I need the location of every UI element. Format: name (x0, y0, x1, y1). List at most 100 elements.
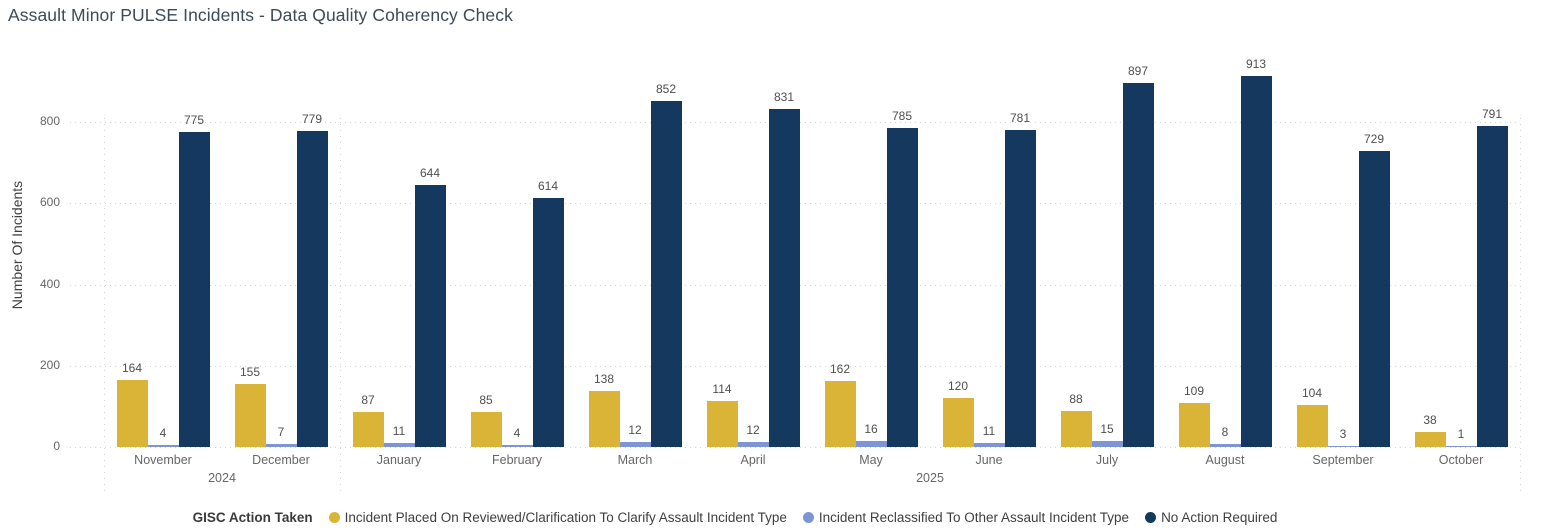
bar-series3-october[interactable] (1476, 125, 1508, 447)
bar-series1-december[interactable] (234, 384, 266, 447)
bar-series3-february[interactable] (532, 197, 564, 447)
bar-series3-august[interactable] (1240, 76, 1272, 447)
bar-value-label: 88 (1069, 392, 1083, 407)
legend-title: GISC Action Taken (192, 509, 313, 525)
bar-series1-august[interactable] (1178, 402, 1210, 447)
y-tick-label: 600 (39, 195, 60, 210)
bar-value-label: 164 (121, 361, 143, 376)
bar-series1-october[interactable] (1414, 431, 1446, 447)
year-separator (340, 118, 341, 492)
bar-value-label: 11 (392, 423, 406, 438)
bar-series1-may[interactable] (824, 381, 856, 447)
bar-value-label: 85 (479, 393, 493, 408)
bar-series1-february[interactable] (470, 412, 502, 447)
bar-value-label: 38 (1423, 412, 1437, 427)
bar-series3-january[interactable] (414, 185, 446, 447)
bar-series1-november[interactable] (116, 380, 148, 447)
bar-value-label: 114 (712, 381, 732, 396)
bar-series1-september[interactable] (1296, 404, 1328, 447)
x-axis-month-label: October (1438, 453, 1484, 467)
x-axis-month-label: September (1312, 453, 1374, 467)
bar-series2-april[interactable] (737, 442, 769, 447)
x-axis-month-label: June (975, 453, 1003, 467)
bar-series3-may[interactable] (886, 128, 918, 447)
bar-series1-march[interactable] (588, 390, 620, 447)
legend-dot-icon (802, 511, 814, 523)
bar-series2-january[interactable] (383, 442, 415, 447)
bar-value-label: 11 (982, 423, 996, 438)
bar-value-label: 138 (593, 371, 615, 386)
legend-item-label: Incident Placed On Reviewed/Clarificatio… (344, 509, 787, 525)
y-axis-title: Number Of Incidents (9, 180, 25, 310)
legend-dot-icon (1145, 511, 1157, 523)
bar-value-label: 1 (1457, 427, 1465, 441)
x-axis-month-label: December (252, 453, 310, 467)
bar-series3-april[interactable] (768, 109, 800, 447)
year-separator (104, 118, 105, 492)
bar-series3-june[interactable] (1004, 129, 1036, 447)
bar-series2-december[interactable] (265, 444, 297, 447)
bar-series1-july[interactable] (1060, 411, 1092, 447)
bar-value-label: 3 (1339, 426, 1347, 441)
bar-series2-june[interactable] (973, 442, 1005, 447)
bar-value-label: 155 (239, 365, 261, 380)
bar-series2-march[interactable] (619, 442, 651, 447)
bar-value-label: 4 (159, 426, 167, 441)
y-tick-label: 800 (39, 114, 60, 128)
bar-value-label: 913 (1245, 57, 1267, 72)
bar-series2-july[interactable] (1091, 440, 1123, 447)
bar-series2-november[interactable] (147, 445, 179, 447)
legend-item-3[interactable]: No Action Required (1145, 510, 1277, 525)
bar-series2-september[interactable] (1327, 445, 1359, 447)
bar-series2-february[interactable] (501, 445, 533, 447)
bar-series3-july[interactable] (1122, 82, 1154, 447)
x-axis-year-label-2025: 2025 (916, 471, 944, 485)
bar-value-label: 120 (947, 379, 969, 394)
x-axis-month-label: November (134, 453, 192, 467)
bar-value-label: 109 (1183, 383, 1205, 398)
y-tick-label: 200 (39, 357, 60, 372)
x-axis-month-label: January (376, 453, 422, 467)
bar-value-label: 897 (1127, 63, 1149, 78)
bar-value-label: 8 (1221, 424, 1229, 439)
chart-title: Assault Minor PULSE Incidents - Data Qua… (8, 5, 513, 25)
legend-item-label: No Action Required (1161, 509, 1278, 525)
bar-value-label: 12 (746, 423, 760, 438)
bar-series3-september[interactable] (1358, 150, 1390, 447)
bar-series3-november[interactable] (178, 132, 210, 447)
bar-value-label: 791 (1481, 106, 1503, 121)
x-axis-month-label: August (1205, 453, 1245, 467)
y-tick-label: 400 (39, 276, 60, 291)
bar-value-label: 12 (628, 423, 642, 438)
bar-value-label: 4 (513, 426, 521, 441)
bar-value-label: 781 (1009, 110, 1031, 125)
bar-series1-january[interactable] (352, 411, 384, 447)
legend-item-1[interactable]: Incident Placed On Reviewed/Clarificatio… (328, 509, 787, 525)
bar-value-label: 831 (773, 90, 795, 105)
y-tick-label: 0 (53, 439, 60, 453)
x-axis-month-label: March (617, 453, 653, 467)
legend: GISC Action Taken Incident Placed On Rev… (0, 505, 1470, 529)
bar-value-label: 7 (277, 425, 285, 440)
gridline-0 (70, 447, 1520, 448)
bar-value-label: 852 (655, 81, 677, 96)
bar-series2-august[interactable] (1209, 443, 1241, 447)
bar-value-label: 644 (419, 166, 441, 181)
bar-series2-may[interactable] (855, 440, 887, 447)
bar-value-label: 15 (1100, 421, 1114, 436)
bar-series1-april[interactable] (706, 400, 738, 447)
bar-value-label: 779 (301, 111, 323, 126)
legend-item-2[interactable]: Incident Reclassified To Other Assault I… (802, 510, 1129, 525)
x-axis-month-label: July (1095, 453, 1119, 467)
bar-value-label: 16 (864, 421, 878, 436)
bar-value-label: 729 (1363, 131, 1385, 146)
bar-value-label: 775 (183, 113, 205, 128)
bar-value-label: 614 (537, 178, 559, 193)
bar-value-label: 162 (829, 362, 851, 377)
bar-series3-december[interactable] (296, 130, 328, 447)
x-axis-month-label: April (740, 453, 766, 467)
bar-series3-march[interactable] (650, 100, 682, 447)
bar-series1-june[interactable] (942, 398, 974, 447)
x-axis-month-label: May (859, 453, 883, 467)
bar-series2-october[interactable] (1445, 446, 1477, 447)
